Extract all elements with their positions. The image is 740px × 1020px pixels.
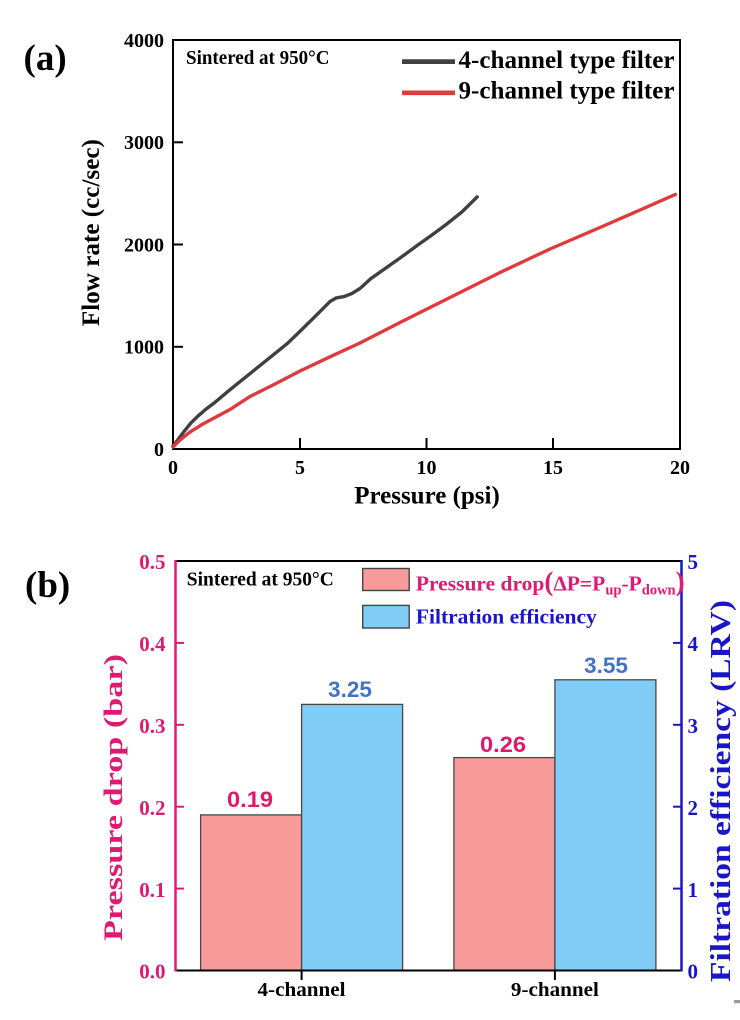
- svg-text:(b): (b): [25, 565, 70, 606]
- svg-text:0: 0: [168, 457, 178, 479]
- svg-text:Pressure drop (bar): Pressure drop (bar): [99, 654, 128, 941]
- svg-text:5: 5: [295, 457, 305, 479]
- svg-text:0: 0: [688, 960, 699, 984]
- svg-text:9-channel type filter: 9-channel type filter: [459, 77, 675, 104]
- svg-text:1000: 1000: [124, 337, 164, 359]
- svg-text:0.5: 0.5: [139, 550, 165, 574]
- svg-text:0.3: 0.3: [139, 714, 165, 738]
- svg-text:4-channel: 4-channel: [258, 979, 346, 1001]
- svg-text:4: 4: [688, 632, 699, 656]
- svg-text:Sintered at 950°C: Sintered at 950°C: [186, 47, 330, 69]
- svg-text:20: 20: [670, 457, 690, 479]
- svg-text:0.4: 0.4: [139, 632, 166, 656]
- svg-text:4000: 4000: [124, 30, 164, 52]
- svg-text:Sintered at 950°C: Sintered at 950°C: [187, 569, 334, 591]
- svg-text:3: 3: [688, 714, 699, 738]
- svg-text:2: 2: [688, 796, 699, 820]
- svg-text:0.1: 0.1: [139, 878, 165, 902]
- svg-text:Pressure (psi): Pressure (psi): [354, 483, 500, 510]
- svg-text:0: 0: [154, 439, 164, 461]
- svg-text:Flow rate (cc/sec): Flow rate (cc/sec): [78, 139, 105, 326]
- svg-text:0.0: 0.0: [139, 960, 165, 984]
- svg-text:4-channel type filter: 4-channel type filter: [459, 47, 675, 74]
- svg-text:Filtration efficiency: Filtration efficiency: [416, 605, 597, 629]
- svg-text:Filtration efficiency (LRV): Filtration efficiency (LRV): [705, 600, 737, 982]
- svg-text:0.26: 0.26: [480, 732, 526, 757]
- svg-text:0.19: 0.19: [227, 787, 273, 812]
- svg-text:9-channel: 9-channel: [511, 979, 599, 1001]
- svg-text:15: 15: [543, 457, 563, 479]
- svg-text:1: 1: [688, 878, 699, 902]
- svg-text:(a): (a): [24, 38, 67, 79]
- svg-text:5: 5: [688, 550, 699, 574]
- svg-text:3.25: 3.25: [328, 677, 372, 702]
- svg-text:2000: 2000: [124, 234, 164, 256]
- svg-text:Pressure drop(ΔP=Pup-Pdown): Pressure drop(ΔP=Pup-Pdown): [416, 566, 685, 598]
- svg-text:3000: 3000: [124, 132, 164, 154]
- svg-text:3.55: 3.55: [584, 653, 628, 678]
- svg-text:0.2: 0.2: [139, 796, 165, 820]
- svg-text:10: 10: [417, 457, 437, 479]
